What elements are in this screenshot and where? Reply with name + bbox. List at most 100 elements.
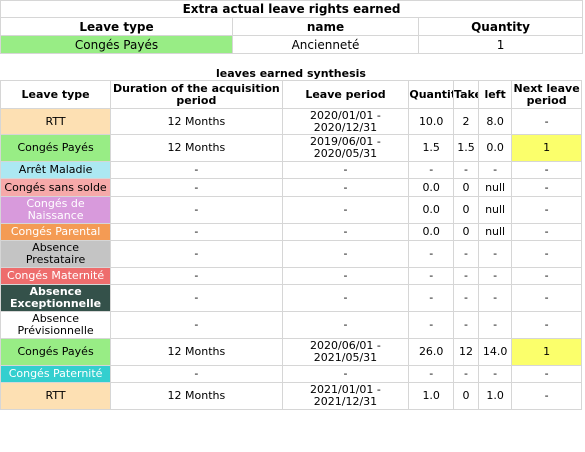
cell-leave-period: - bbox=[281, 311, 410, 339]
cell-duration: - bbox=[110, 223, 283, 241]
cell-duration: - bbox=[110, 178, 283, 197]
cell-leave-period: 2020/06/01 - 2021/05/31 bbox=[281, 338, 410, 366]
cell-quantity: - bbox=[408, 311, 455, 339]
table-row: Congés Payés 12 Months 2019/06/01 - 2020/0… bbox=[0, 134, 582, 162]
cell-leave-type: Congés Parental bbox=[0, 223, 112, 241]
cell-duration: - bbox=[110, 196, 283, 224]
cell-leave-period: - bbox=[281, 365, 410, 383]
cell-leave-period: - bbox=[281, 267, 410, 285]
cell-leave-type: Congés Payés bbox=[0, 134, 112, 162]
cell-taken: 0 bbox=[453, 382, 479, 410]
cell-taken: 12 bbox=[453, 338, 479, 366]
cell-duration: - bbox=[110, 365, 283, 383]
cell-leave-period: - bbox=[281, 161, 410, 179]
cell-duration: 12 Months bbox=[110, 108, 283, 135]
table-row: Congés de Naissance - -0.0 0 null - bbox=[0, 196, 582, 224]
cell-left: 0.0 bbox=[477, 134, 513, 162]
cell-leave-type: Congés de Naissance bbox=[0, 196, 112, 224]
cell-next-leave-period: - bbox=[511, 223, 582, 241]
cell-duration: 12 Months bbox=[110, 134, 283, 162]
cell-leave-period: 2020/01/01 - 2020/12/31 bbox=[281, 108, 410, 135]
cell-leave-period: - bbox=[281, 223, 410, 241]
cell-duration: 12 Months bbox=[110, 338, 283, 366]
cell-leave-type: Absence Prévisionnelle bbox=[0, 311, 112, 339]
cell-duration: - bbox=[110, 311, 283, 339]
table-row: Congés Maternité - - - - - - bbox=[0, 267, 582, 285]
leaves-synthesis-table: leaves earned synthesis Leave type Durat… bbox=[0, 67, 582, 410]
cell-duration: - bbox=[110, 284, 283, 312]
cell-leave-period: 2019/06/01 - 2020/05/31 bbox=[281, 134, 410, 162]
extra-table-title: Extra actual leave rights earned bbox=[0, 0, 584, 18]
header-duration: Duration of the acquisition period bbox=[110, 80, 283, 109]
cell-quantity: 1.5 bbox=[408, 134, 455, 162]
cell-quantity: - bbox=[408, 284, 455, 312]
cell-next-leave-period: - bbox=[511, 178, 582, 197]
cell-left: null bbox=[477, 196, 513, 224]
cell-next-leave-period: - bbox=[511, 161, 582, 179]
cell-quantity: 1.0 bbox=[408, 382, 455, 410]
cell-taken: 0 bbox=[453, 178, 479, 197]
cell-quantity: 0.0 bbox=[408, 178, 455, 197]
cell-leave-type: Congés sans solde bbox=[0, 178, 112, 197]
extra-leave-rights-table: Extra actual leave rights earned Leave t… bbox=[0, 0, 584, 54]
row-quantity: 1 bbox=[417, 35, 584, 54]
table-row: Absence Prestataire - - - - - - bbox=[0, 240, 582, 268]
cell-leave-period: - bbox=[281, 284, 410, 312]
cell-leave-type: Absence Exceptionnelle bbox=[0, 284, 112, 312]
cell-next-leave-period: 1 bbox=[511, 338, 582, 366]
row-leave-type: Congés Payés bbox=[0, 35, 233, 54]
cell-next-leave-period: - bbox=[511, 240, 582, 268]
cell-left: null bbox=[477, 223, 513, 241]
cell-leave-type: Congés Payés bbox=[0, 338, 112, 366]
cell-duration: - bbox=[110, 240, 283, 268]
cell-duration: - bbox=[110, 161, 283, 179]
cell-left: 14.0 bbox=[477, 338, 513, 366]
header-quantity: Quantity bbox=[408, 80, 455, 109]
cell-taken: 2 bbox=[453, 108, 479, 135]
row-name: Ancienneté bbox=[232, 35, 419, 54]
cell-quantity: - bbox=[408, 365, 455, 383]
header-leave-period: Leave period bbox=[281, 80, 410, 109]
cell-left: - bbox=[477, 161, 513, 179]
cell-taken: - bbox=[453, 365, 479, 383]
cell-next-leave-period: - bbox=[511, 196, 582, 224]
cell-leave-type: Arrêt Maladie bbox=[0, 161, 112, 179]
cell-taken: - bbox=[453, 161, 479, 179]
cell-taken: - bbox=[453, 240, 479, 268]
cell-quantity: 26.0 bbox=[408, 338, 455, 366]
cell-left: 8.0 bbox=[477, 108, 513, 135]
cell-left: - bbox=[477, 311, 513, 339]
cell-next-leave-period: - bbox=[511, 382, 582, 410]
table-row: Absence Exceptionnelle - - - - - - bbox=[0, 284, 582, 312]
cell-left: - bbox=[477, 267, 513, 285]
cell-quantity: - bbox=[408, 161, 455, 179]
table-row: RTT 12 Months 2021/01/01 - 2021/12/31 1.0 0 1… bbox=[0, 382, 582, 410]
cell-taken: 1.5 bbox=[453, 134, 479, 162]
table-row: Arrêt Maladie - - - - - - bbox=[0, 161, 582, 179]
table-row: Congés Paternité - - - - - - bbox=[0, 365, 582, 383]
cell-next-leave-period: - bbox=[511, 267, 582, 285]
table-row: RTT 12 Months 2020/01/01 - 2020/12/31 10.0 2… bbox=[0, 108, 582, 135]
cell-leave-type: Congés Paternité bbox=[0, 365, 112, 383]
header-name: name bbox=[232, 17, 419, 36]
table-row: Absence Prévisionnelle - - - - - - bbox=[0, 311, 582, 339]
cell-quantity: 10.0 bbox=[408, 108, 455, 135]
header-taken: Taken bbox=[453, 80, 479, 109]
cell-left: - bbox=[477, 240, 513, 268]
synthesis-title: leaves earned synthesis bbox=[216, 67, 366, 80]
cell-next-leave-period: - bbox=[511, 108, 582, 135]
cell-leave-type: RTT bbox=[0, 382, 112, 410]
cell-duration: - bbox=[110, 267, 283, 285]
table-row: Congés Payés 12 Months 2020/06/01 - 2021/0… bbox=[0, 338, 582, 366]
cell-left: null bbox=[477, 178, 513, 197]
cell-next-leave-period: 1 bbox=[511, 134, 582, 162]
cell-left: 1.0 bbox=[477, 382, 513, 410]
cell-leave-type: RTT bbox=[0, 108, 112, 135]
cell-taken: - bbox=[453, 311, 479, 339]
cell-taken: - bbox=[453, 284, 479, 312]
table-row: Congés Payés Ancienneté 1 bbox=[0, 35, 584, 54]
cell-taken: 0 bbox=[453, 196, 479, 224]
header-left: left bbox=[477, 80, 513, 109]
cell-leave-period: - bbox=[281, 178, 410, 197]
cell-leave-period: 2021/01/01 - 2021/12/31 bbox=[281, 382, 410, 410]
